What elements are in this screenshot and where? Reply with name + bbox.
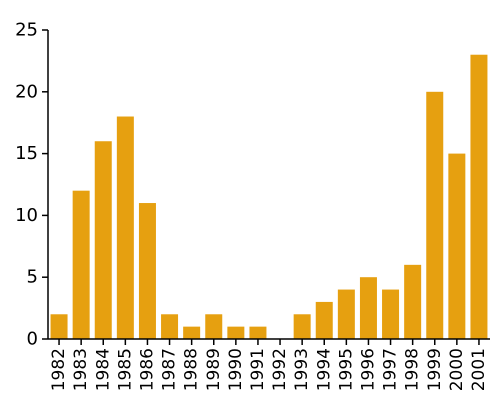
- y-tick-label-10: 10: [15, 205, 38, 226]
- x-tick-label-1995: 1995: [336, 348, 356, 391]
- x-tick-label-1983: 1983: [71, 348, 91, 391]
- bar-1994: [315, 301, 333, 339]
- y-tick-label-20: 20: [15, 81, 38, 102]
- x-tick-label-1997: 1997: [381, 348, 401, 391]
- x-tick-label-1998: 1998: [403, 348, 423, 391]
- bar-1987: [161, 314, 179, 339]
- y-tick-label-15: 15: [15, 143, 38, 164]
- bars-group: [50, 54, 488, 340]
- x-tick-label-1989: 1989: [204, 348, 224, 391]
- bar-1998: [404, 264, 422, 339]
- bar-1993: [293, 314, 311, 339]
- bar-1982: [50, 314, 68, 339]
- y-tick-label-0: 0: [27, 329, 38, 350]
- bar-1986: [138, 203, 156, 339]
- bar-1983: [72, 190, 90, 339]
- bar-1990: [227, 326, 245, 339]
- bar-1985: [116, 116, 134, 340]
- x-tick-label-1990: 1990: [226, 348, 246, 391]
- x-tick-label-1987: 1987: [160, 348, 180, 391]
- x-tick-label-1982: 1982: [49, 348, 69, 391]
- y-tick-label-5: 5: [27, 267, 38, 288]
- x-tick-label-1984: 1984: [93, 348, 113, 391]
- bar-2001: [470, 54, 488, 339]
- x-tick-label-1988: 1988: [182, 348, 202, 391]
- x-axis: 1982 1983 1984 1985 1986 1987 1988 1989 1990 1991…: [48, 338, 490, 391]
- y-axis: 0 5 10 15 20 25: [15, 20, 49, 350]
- bar-1995: [337, 289, 355, 339]
- bar-1989: [205, 314, 223, 339]
- x-tick-label-1986: 1986: [137, 348, 157, 391]
- bar-1984: [94, 141, 112, 339]
- bar-1997: [382, 289, 400, 339]
- x-tick-label-1985: 1985: [115, 348, 135, 391]
- x-tick-label-1993: 1993: [292, 348, 312, 391]
- bar-1996: [359, 277, 377, 339]
- x-tick-label-2000: 2000: [447, 348, 467, 391]
- bar-2000: [448, 153, 466, 339]
- x-tick-label-1999: 1999: [425, 348, 445, 391]
- bar-1999: [426, 91, 444, 339]
- x-tick-label-2001: 2001: [469, 348, 489, 391]
- y-tick-label-25: 25: [15, 20, 38, 41]
- bar-1988: [183, 326, 201, 339]
- x-tick-label-1992: 1992: [270, 348, 290, 391]
- x-tick-label-1991: 1991: [248, 348, 268, 391]
- x-tick-label-1996: 1996: [358, 348, 378, 391]
- x-tick-label-1994: 1994: [314, 348, 334, 391]
- bar-1991: [249, 326, 267, 339]
